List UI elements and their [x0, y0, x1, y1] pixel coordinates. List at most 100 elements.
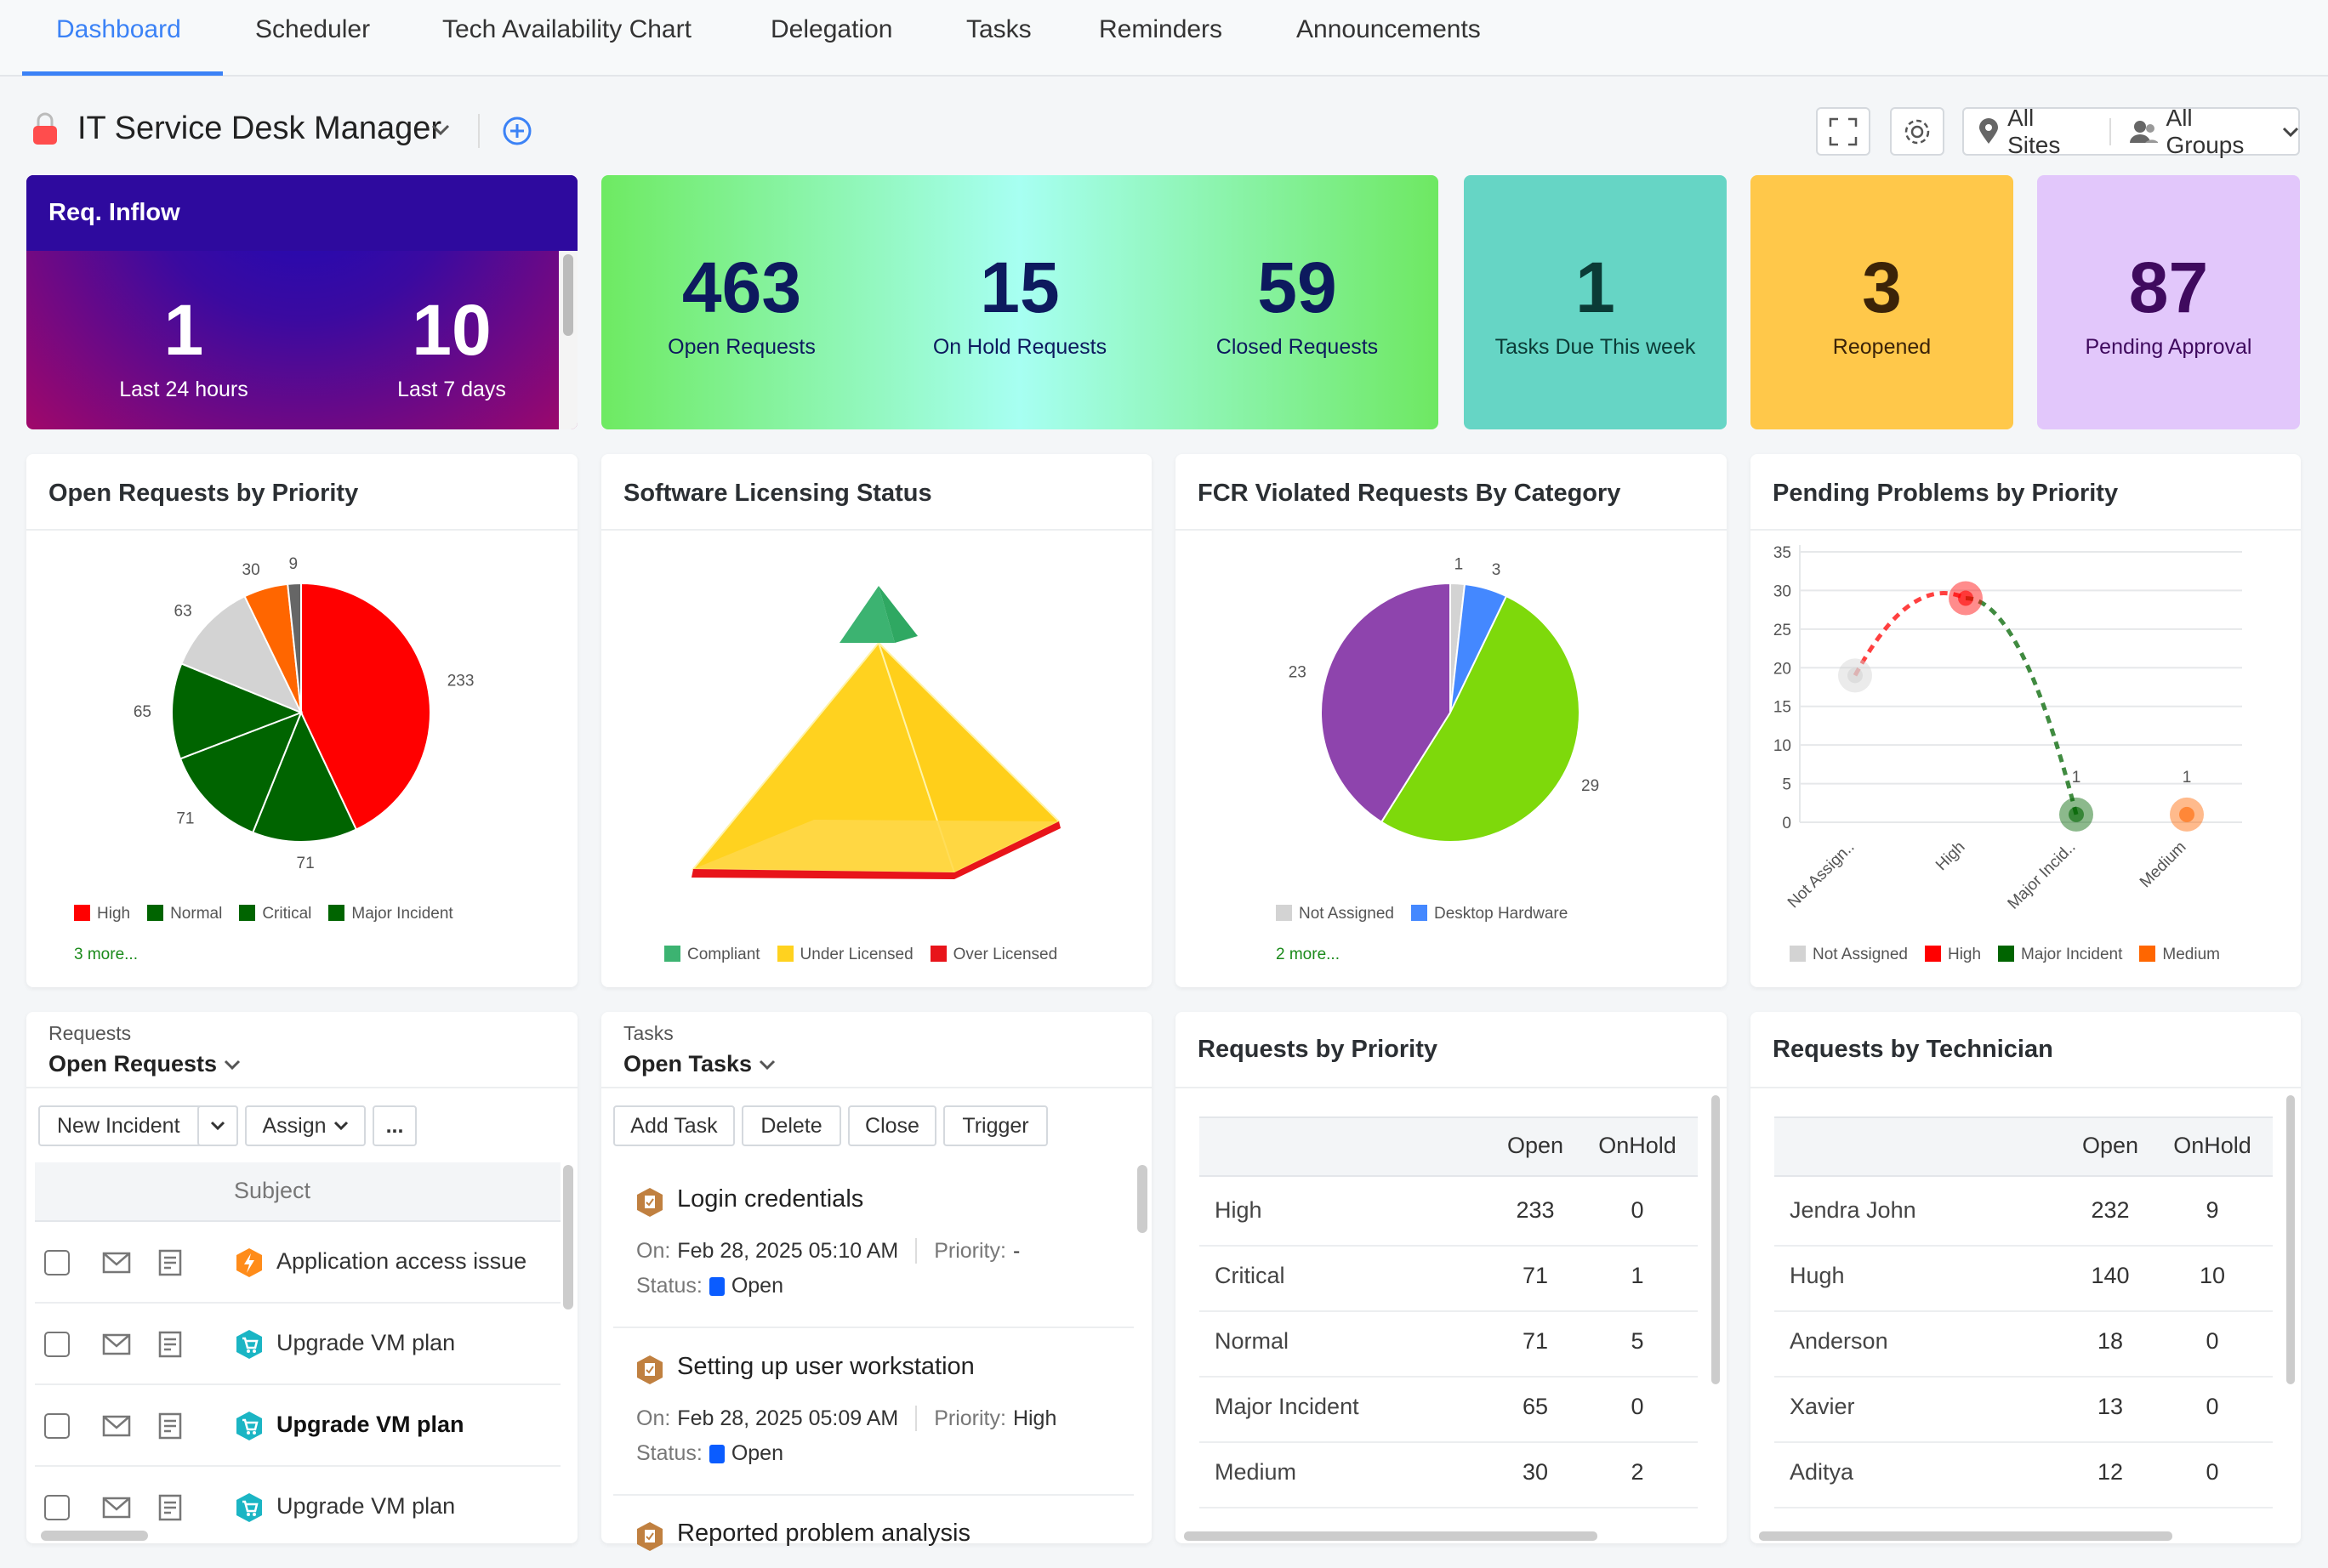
dashboard-title[interactable]: IT Service Desk Manager: [77, 111, 442, 146]
column-header[interactable]: OnHold: [1598, 1133, 1676, 1158]
task-title-link[interactable]: Login credentials: [677, 1185, 864, 1213]
row-value-link[interactable]: 18: [2097, 1328, 2124, 1354]
pie-slice[interactable]: [251, 710, 358, 843]
row-value-link[interactable]: 0: [2206, 1328, 2219, 1354]
row-value-link[interactable]: 65: [1522, 1394, 1549, 1419]
row-value-link[interactable]: 1: [1631, 1263, 1644, 1288]
tab-reminders[interactable]: Reminders: [1099, 15, 1223, 43]
pie-slice[interactable]: [179, 711, 303, 834]
pie-slice[interactable]: [287, 582, 302, 713]
scrollbar[interactable]: [559, 251, 578, 429]
reopened-kpi[interactable]: 3 Reopened: [1750, 175, 2013, 429]
mail-icon[interactable]: [102, 1497, 131, 1523]
row-checkbox[interactable]: [44, 1495, 70, 1520]
scrollbar[interactable]: [2286, 1095, 2295, 1384]
row-value-link[interactable]: 71: [1522, 1328, 1549, 1354]
close-button[interactable]: Close: [848, 1105, 936, 1146]
legend-item[interactable]: High: [1924, 946, 1981, 964]
legend-item[interactable]: Major Incident: [1998, 946, 2122, 964]
row-value-link[interactable]: 10: [2199, 1263, 2226, 1288]
row-value-link[interactable]: 140: [2091, 1263, 2130, 1288]
scrollbar[interactable]: [1711, 1095, 1720, 1384]
inflow-last-7d[interactable]: 10 Last 7 days: [345, 294, 558, 402]
row-value-link[interactable]: 2: [1631, 1459, 1644, 1485]
legend-item[interactable]: Critical: [239, 905, 311, 923]
legend-more-link[interactable]: 3 more...: [74, 946, 138, 963]
row-value-link[interactable]: 233: [1516, 1197, 1555, 1223]
row-value-link[interactable]: 0: [2206, 1394, 2219, 1419]
legend-item[interactable]: Over Licensed: [930, 946, 1057, 964]
scrollbar[interactable]: [1137, 1165, 1147, 1233]
tab-scheduler[interactable]: Scheduler: [255, 15, 371, 43]
task-title-link[interactable]: Reported problem analysis: [677, 1520, 970, 1547]
pie-slice[interactable]: [1380, 594, 1580, 843]
notes-icon[interactable]: [158, 1249, 182, 1281]
row-value-link[interactable]: 13: [2097, 1394, 2124, 1419]
view-selector[interactable]: Open Requests: [48, 1051, 241, 1077]
legend-more-link[interactable]: 2 more...: [1276, 946, 1340, 963]
legend-item[interactable]: Compliant: [664, 946, 760, 964]
add-dashboard-icon[interactable]: [502, 116, 532, 146]
fullscreen-button[interactable]: [1816, 107, 1870, 156]
pie-slice[interactable]: [180, 594, 304, 714]
tab-dashboard[interactable]: Dashboard: [56, 15, 181, 43]
sites-select[interactable]: All Sites: [2007, 104, 2061, 158]
legend-item[interactable]: Desktop Hardware: [1410, 905, 1568, 923]
row-value-link[interactable]: 232: [2091, 1197, 2130, 1223]
add-task-button[interactable]: Add Task: [613, 1105, 735, 1146]
tab-delegation[interactable]: Delegation: [771, 15, 893, 43]
request-subject-link[interactable]: Upgrade VM plan: [276, 1493, 456, 1519]
scrollbar[interactable]: [563, 1165, 573, 1310]
legend-item[interactable]: High: [74, 905, 130, 923]
mail-icon[interactable]: [102, 1252, 131, 1278]
assign-button[interactable]: Assign: [245, 1105, 366, 1146]
horizontal-scrollbar[interactable]: [1759, 1531, 2172, 1541]
tasks-due-kpi[interactable]: 1 Tasks Due This week: [1464, 175, 1727, 429]
request-subject-link[interactable]: Application access issue: [276, 1248, 527, 1274]
site-group-filter[interactable]: All Sites All Groups: [1962, 104, 2300, 158]
horizontal-scrollbar[interactable]: [41, 1531, 148, 1541]
row-value-link[interactable]: 5: [1631, 1328, 1644, 1354]
horizontal-scrollbar[interactable]: [1184, 1531, 1597, 1541]
new-incident-dropdown[interactable]: [197, 1105, 238, 1146]
legend-item[interactable]: Medium: [2139, 946, 2220, 964]
trigger-button[interactable]: Trigger: [943, 1105, 1048, 1146]
legend-item[interactable]: Under Licensed: [777, 946, 914, 964]
tab-announcements[interactable]: Announcements: [1296, 15, 1481, 43]
pending-approval-kpi[interactable]: 87 Pending Approval: [2037, 175, 2300, 429]
legend-item[interactable]: Not Assigned: [1276, 905, 1394, 923]
notes-icon[interactable]: [158, 1331, 182, 1362]
chevron-down-icon[interactable]: [430, 122, 451, 138]
row-value-link[interactable]: 0: [2206, 1459, 2219, 1485]
row-value-link[interactable]: 0: [1631, 1197, 1644, 1223]
inflow-last-24h[interactable]: 1 Last 24 hours: [77, 294, 290, 402]
row-value-link[interactable]: 0: [1631, 1394, 1644, 1419]
row-value-link[interactable]: 9: [2206, 1197, 2219, 1223]
groups-select[interactable]: All Groups: [2166, 104, 2245, 158]
pie-slice[interactable]: [1320, 582, 1451, 824]
delete-button[interactable]: Delete: [742, 1105, 841, 1146]
mail-icon[interactable]: [102, 1333, 131, 1360]
row-value-link[interactable]: 30: [1522, 1459, 1549, 1485]
row-checkbox[interactable]: [44, 1250, 70, 1275]
row-value-link[interactable]: 12: [2097, 1459, 2124, 1485]
mail-icon[interactable]: [102, 1415, 131, 1441]
notes-icon[interactable]: [158, 1412, 182, 1444]
column-header[interactable]: Open: [2081, 1133, 2139, 1158]
view-selector[interactable]: Open Tasks: [623, 1051, 776, 1077]
tab-tasks[interactable]: Tasks: [966, 15, 1032, 43]
notes-icon[interactable]: [158, 1494, 182, 1525]
more-actions-button[interactable]: ...: [373, 1105, 417, 1146]
legend-item[interactable]: Not Assigned: [1790, 946, 1908, 964]
pie-slice[interactable]: [171, 662, 304, 760]
column-subject[interactable]: Subject: [234, 1178, 311, 1203]
open-requests-kpi[interactable]: 463 Open Requests: [635, 252, 848, 360]
column-header[interactable]: Open: [1506, 1133, 1564, 1158]
row-checkbox[interactable]: [44, 1413, 70, 1439]
pie-slice[interactable]: [300, 582, 431, 831]
column-header[interactable]: OnHold: [2173, 1133, 2251, 1158]
settings-button[interactable]: [1890, 107, 1944, 156]
row-value-link[interactable]: 71: [1522, 1263, 1549, 1288]
closed-requests-kpi[interactable]: 59 Closed Requests: [1191, 252, 1403, 360]
legend-item[interactable]: Normal: [147, 905, 222, 923]
